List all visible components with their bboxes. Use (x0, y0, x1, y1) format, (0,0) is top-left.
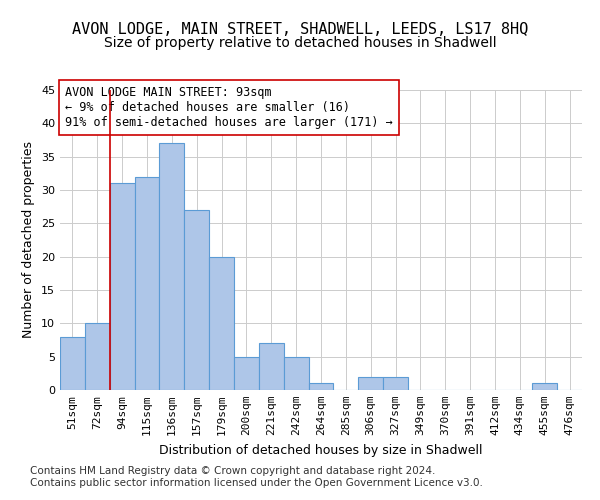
Bar (259, 344, 284, 390)
Bar (85, 324, 110, 390)
Text: AVON LODGE, MAIN STREET, SHADWELL, LEEDS, LS17 8HQ: AVON LODGE, MAIN STREET, SHADWELL, LEEDS… (72, 22, 528, 38)
Bar (134, 176, 160, 390)
Bar (110, 184, 134, 390)
Text: AVON LODGE MAIN STREET: 93sqm
← 9% of detached houses are smaller (16)
91% of se: AVON LODGE MAIN STREET: 93sqm ← 9% of de… (65, 86, 393, 129)
Bar (184, 210, 209, 390)
Text: Size of property relative to detached houses in Shadwell: Size of property relative to detached ho… (104, 36, 496, 50)
Bar (209, 256, 234, 390)
Bar (308, 384, 334, 390)
Bar (383, 376, 408, 390)
Bar (234, 356, 259, 390)
Text: Contains HM Land Registry data © Crown copyright and database right 2024.
Contai: Contains HM Land Registry data © Crown c… (30, 466, 483, 487)
Bar (358, 376, 383, 390)
Y-axis label: Number of detached properties: Number of detached properties (22, 142, 35, 338)
Bar (160, 144, 184, 390)
Bar (532, 384, 557, 390)
Bar (284, 356, 308, 390)
X-axis label: Distribution of detached houses by size in Shadwell: Distribution of detached houses by size … (159, 444, 483, 456)
Bar (60, 336, 85, 390)
